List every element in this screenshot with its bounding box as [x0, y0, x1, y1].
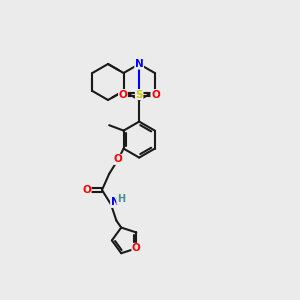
Text: O: O	[151, 90, 160, 100]
Text: O: O	[82, 185, 91, 195]
Text: S: S	[135, 90, 143, 100]
Text: O: O	[114, 154, 123, 164]
Text: O: O	[118, 90, 127, 100]
Text: N: N	[135, 59, 144, 69]
Text: H: H	[117, 194, 125, 204]
Text: O: O	[132, 243, 141, 253]
Text: N: N	[111, 197, 119, 207]
